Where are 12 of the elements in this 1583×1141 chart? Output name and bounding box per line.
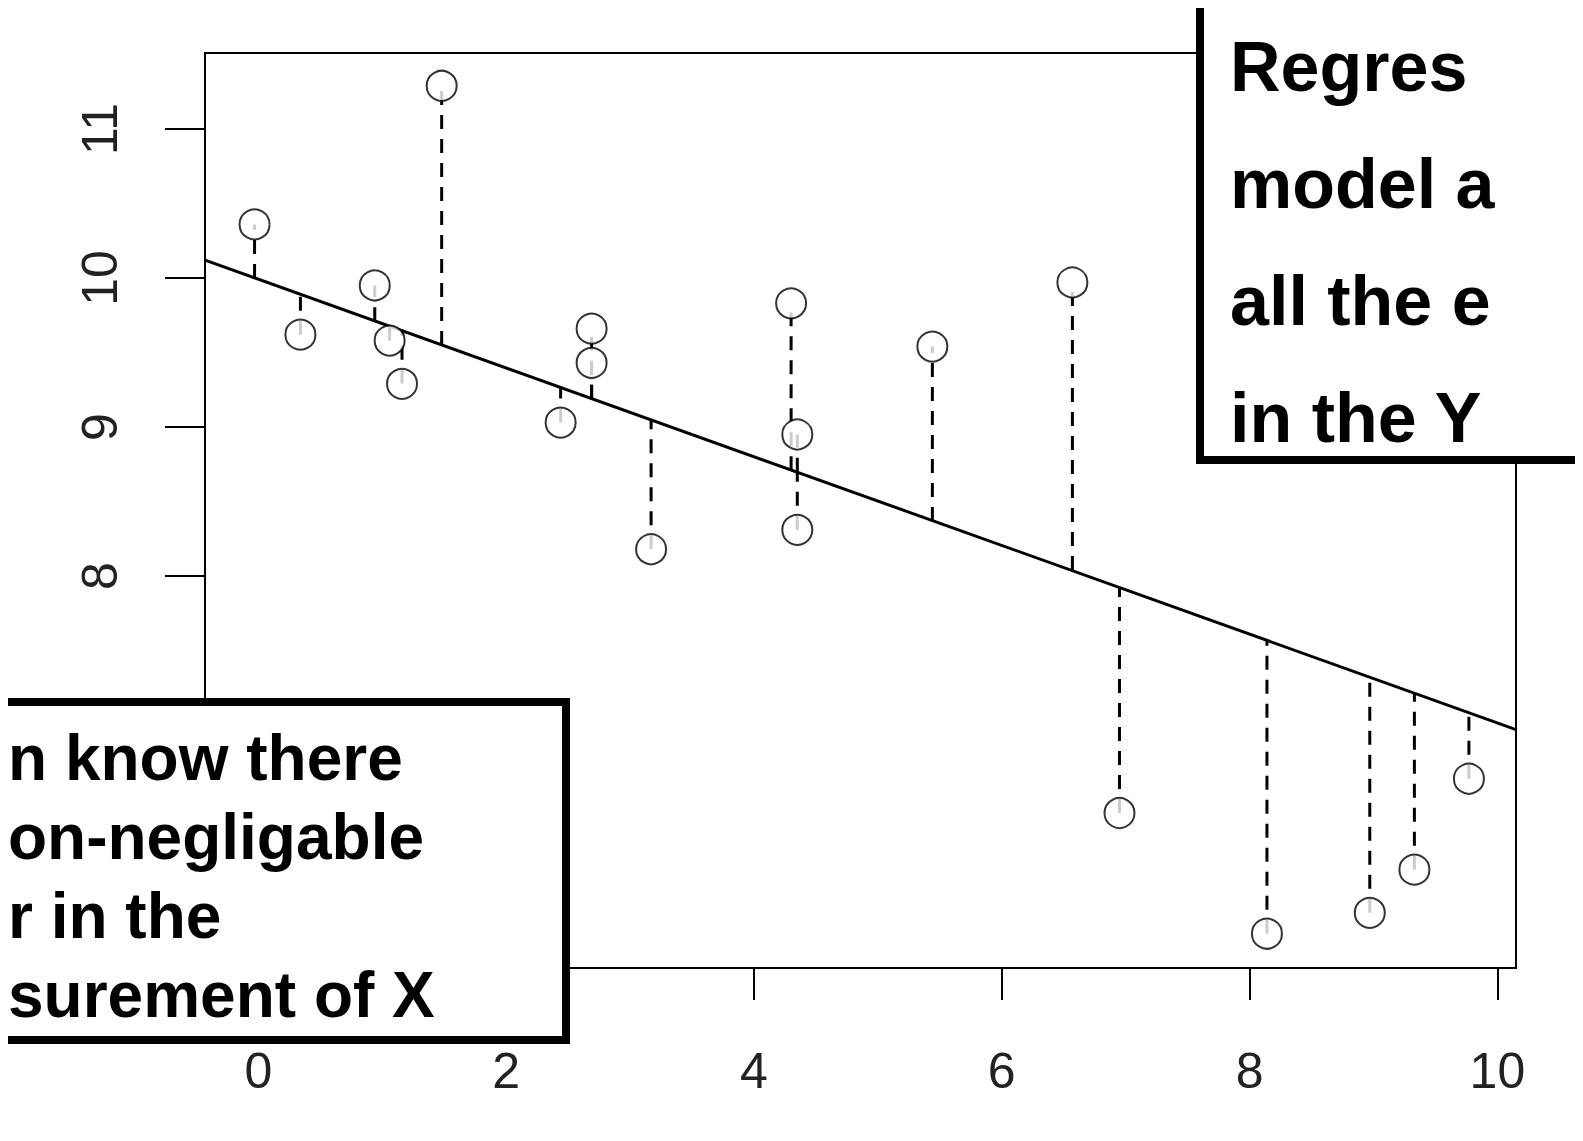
y-tick-label: 8	[72, 562, 128, 590]
y-tick-label: 10	[72, 250, 128, 306]
x-tick-label: 0	[244, 1043, 273, 1099]
y-tick-label: 11	[72, 103, 128, 155]
x-tick-label: 6	[987, 1043, 1016, 1099]
annotation: n know there on-negligable r in the surement of X	[8, 721, 436, 1031]
annotation: Regres model a all the e in the Y	[1230, 27, 1496, 457]
x-tick-label: 4	[740, 1043, 768, 1099]
y-tick-label: 9	[72, 413, 128, 441]
x-tick-label: 10	[1469, 1043, 1526, 1099]
x-tick-label: 2	[492, 1043, 521, 1099]
x-tick-label: 8	[1235, 1043, 1264, 1099]
